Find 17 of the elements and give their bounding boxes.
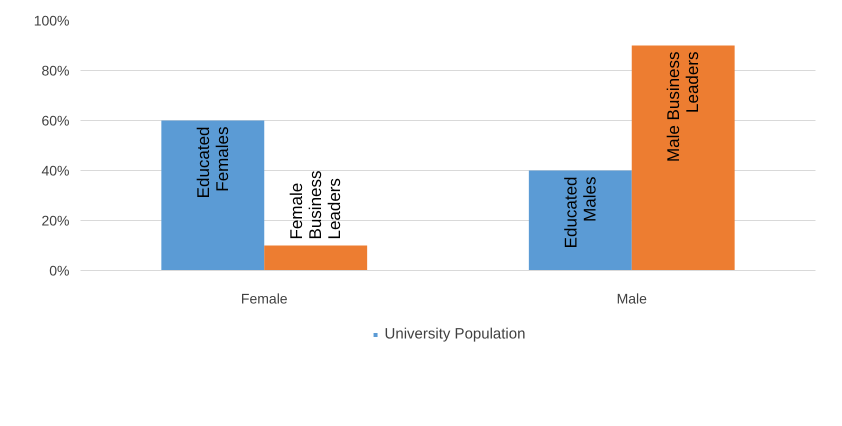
bar xyxy=(632,46,735,270)
y-tick-label: 20% xyxy=(41,212,70,228)
data-label: Female Business Leaders xyxy=(287,170,344,240)
y-tick-label: 40% xyxy=(41,162,70,178)
y-tick-label: 100% xyxy=(34,12,70,28)
data-label: Educated Males xyxy=(561,176,600,248)
y-tick-label: 60% xyxy=(41,112,70,128)
data-label: Educated Females xyxy=(194,126,232,198)
legend-label: University Population xyxy=(384,326,526,342)
y-tick-label: 0% xyxy=(49,262,70,278)
bar xyxy=(161,120,264,270)
x-tick-label: Male xyxy=(616,290,648,306)
bar xyxy=(264,246,368,270)
bar xyxy=(528,170,632,270)
data-label: Male Business Leaders xyxy=(664,51,702,162)
x-tick-label: Female xyxy=(240,290,288,306)
y-tick-label: 80% xyxy=(41,62,70,78)
